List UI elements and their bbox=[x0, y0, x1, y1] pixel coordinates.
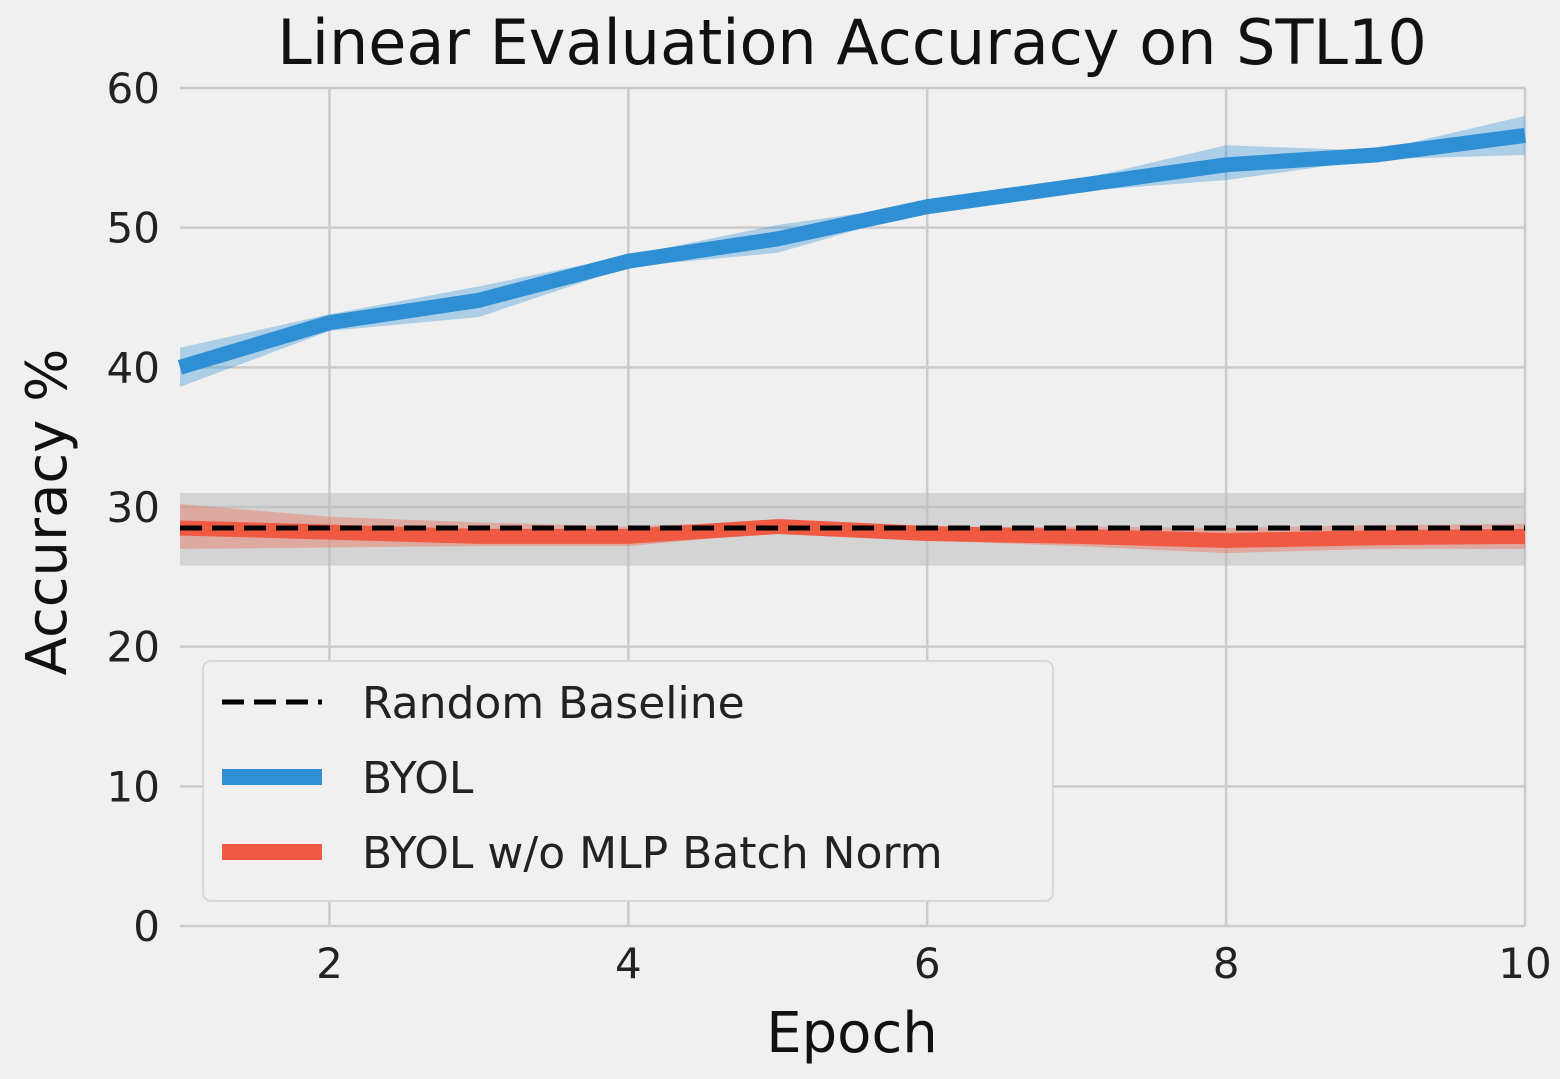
y-tick-label: 60 bbox=[107, 64, 160, 113]
x-tick-label: 2 bbox=[316, 939, 343, 988]
x-tick-label: 8 bbox=[1213, 939, 1240, 988]
y-tick-label: 40 bbox=[107, 343, 160, 392]
tick-labels: 2 4 6 8 10 0 10 20 30 40 50 60 bbox=[107, 64, 1552, 988]
y-tick-label: 20 bbox=[107, 623, 160, 672]
legend: Random Baseline BYOL BYOL w/o MLP Batch … bbox=[202, 660, 1054, 902]
legend-label-byol: BYOL bbox=[362, 753, 474, 804]
x-axis-label: Epoch bbox=[766, 1001, 937, 1066]
x-tick-label: 10 bbox=[1498, 939, 1551, 988]
series-lines bbox=[177, 128, 1526, 549]
legend-box bbox=[202, 660, 1054, 902]
y-tick-label: 30 bbox=[107, 483, 160, 532]
line-byol bbox=[177, 128, 1526, 375]
y-axis-label: Accuracy % bbox=[15, 349, 80, 676]
y-tick-label: 10 bbox=[107, 762, 160, 811]
x-tick-label: 4 bbox=[615, 939, 642, 988]
y-tick-label: 50 bbox=[107, 204, 160, 253]
chart-title: Linear Evaluation Accuracy on STL10 bbox=[277, 6, 1427, 79]
y-tick-label: 0 bbox=[133, 902, 160, 951]
legend-label-byol-no-bn: BYOL w/o MLP Batch Norm bbox=[362, 828, 943, 879]
legend-label-random-baseline: Random Baseline bbox=[362, 678, 745, 729]
x-tick-label: 6 bbox=[914, 939, 941, 988]
